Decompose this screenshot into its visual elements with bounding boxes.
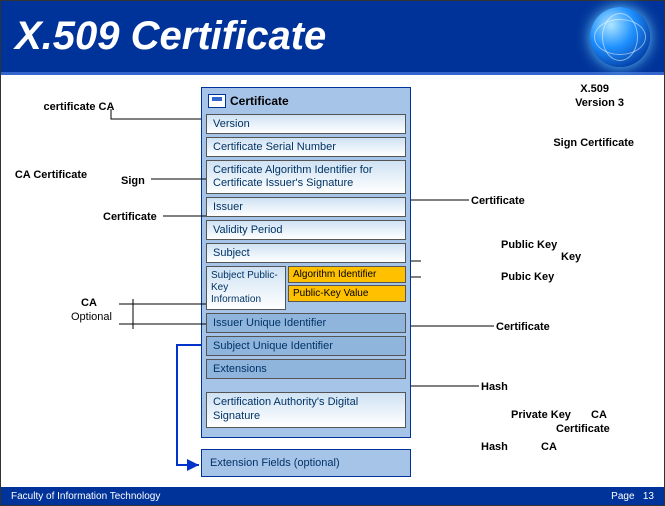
label-hash: Hash (481, 381, 508, 394)
label-ca-r2: CA (541, 441, 557, 454)
diagram-area: certificate CA CA Certificate Sign Certi… (1, 79, 664, 487)
field-serial: Certificate Serial Number (206, 137, 406, 157)
label-pubic-key: Pubic Key (501, 271, 554, 284)
footer-left: Faculty of Information Technology (11, 491, 160, 502)
certificate-box-title-row: Certificate (206, 92, 406, 114)
page-title: X.509 Certificate (15, 14, 326, 59)
field-subject-uid: Subject Unique Identifier (206, 336, 406, 356)
footer-right: Page 13 (611, 491, 654, 502)
field-subject: Subject (206, 243, 406, 263)
field-extensions: Extensions (206, 359, 406, 379)
field-version: Version (206, 114, 406, 134)
label-hash-r2: Hash (481, 441, 508, 454)
certificate-box-title: Certificate (230, 94, 289, 108)
slide-header: X.509 Certificate (1, 1, 664, 75)
field-validity: Validity Period (206, 220, 406, 240)
label-certificate-r2: Certificate (496, 321, 550, 334)
field-public-key-row: Subject Public-Key Information Algorithm… (206, 266, 406, 310)
label-optional: Optional (71, 311, 112, 324)
field-pk-label: Subject Public-Key Information (206, 266, 286, 310)
label-key: Key (561, 251, 581, 264)
label-certificate-ca: certificate CA (39, 101, 119, 114)
field-signature: Certification Authority's Digital Signat… (206, 392, 406, 428)
label-certificate-left: Certificate (103, 211, 157, 224)
field-issuer: Issuer (206, 197, 406, 217)
label-sign-certificate: Sign Certificate (553, 137, 634, 150)
globe-icon (590, 7, 650, 67)
certificate-icon (208, 94, 226, 108)
label-ca: CA (81, 297, 97, 310)
label-ca-r: CA (591, 409, 607, 422)
field-pk-algorithm: Algorithm Identifier (288, 266, 406, 283)
label-ca-certificate: CA Certificate (11, 169, 91, 182)
slide-footer: Faculty of Information Technology Page 1… (1, 487, 664, 505)
label-certificate-r3: Certificate (556, 423, 610, 436)
extension-fields-box: Extension Fields (optional) (201, 449, 411, 477)
label-certificate-r1: Certificate (471, 195, 525, 208)
label-x509: X.509 (580, 83, 609, 96)
label-sign: Sign (121, 175, 145, 188)
label-private-key: Private Key (511, 409, 571, 422)
field-issuer-uid: Issuer Unique Identifier (206, 313, 406, 333)
extension-fields-text: Extension Fields (optional) (210, 457, 340, 469)
label-version3: Version 3 (575, 97, 624, 110)
certificate-box: Certificate Version Certificate Serial N… (201, 87, 411, 438)
label-public-key: Public Key (501, 239, 557, 252)
field-pk-value: Public-Key Value (288, 285, 406, 302)
field-algorithm: Certificate Algorithm Identifier for Cer… (206, 160, 406, 194)
